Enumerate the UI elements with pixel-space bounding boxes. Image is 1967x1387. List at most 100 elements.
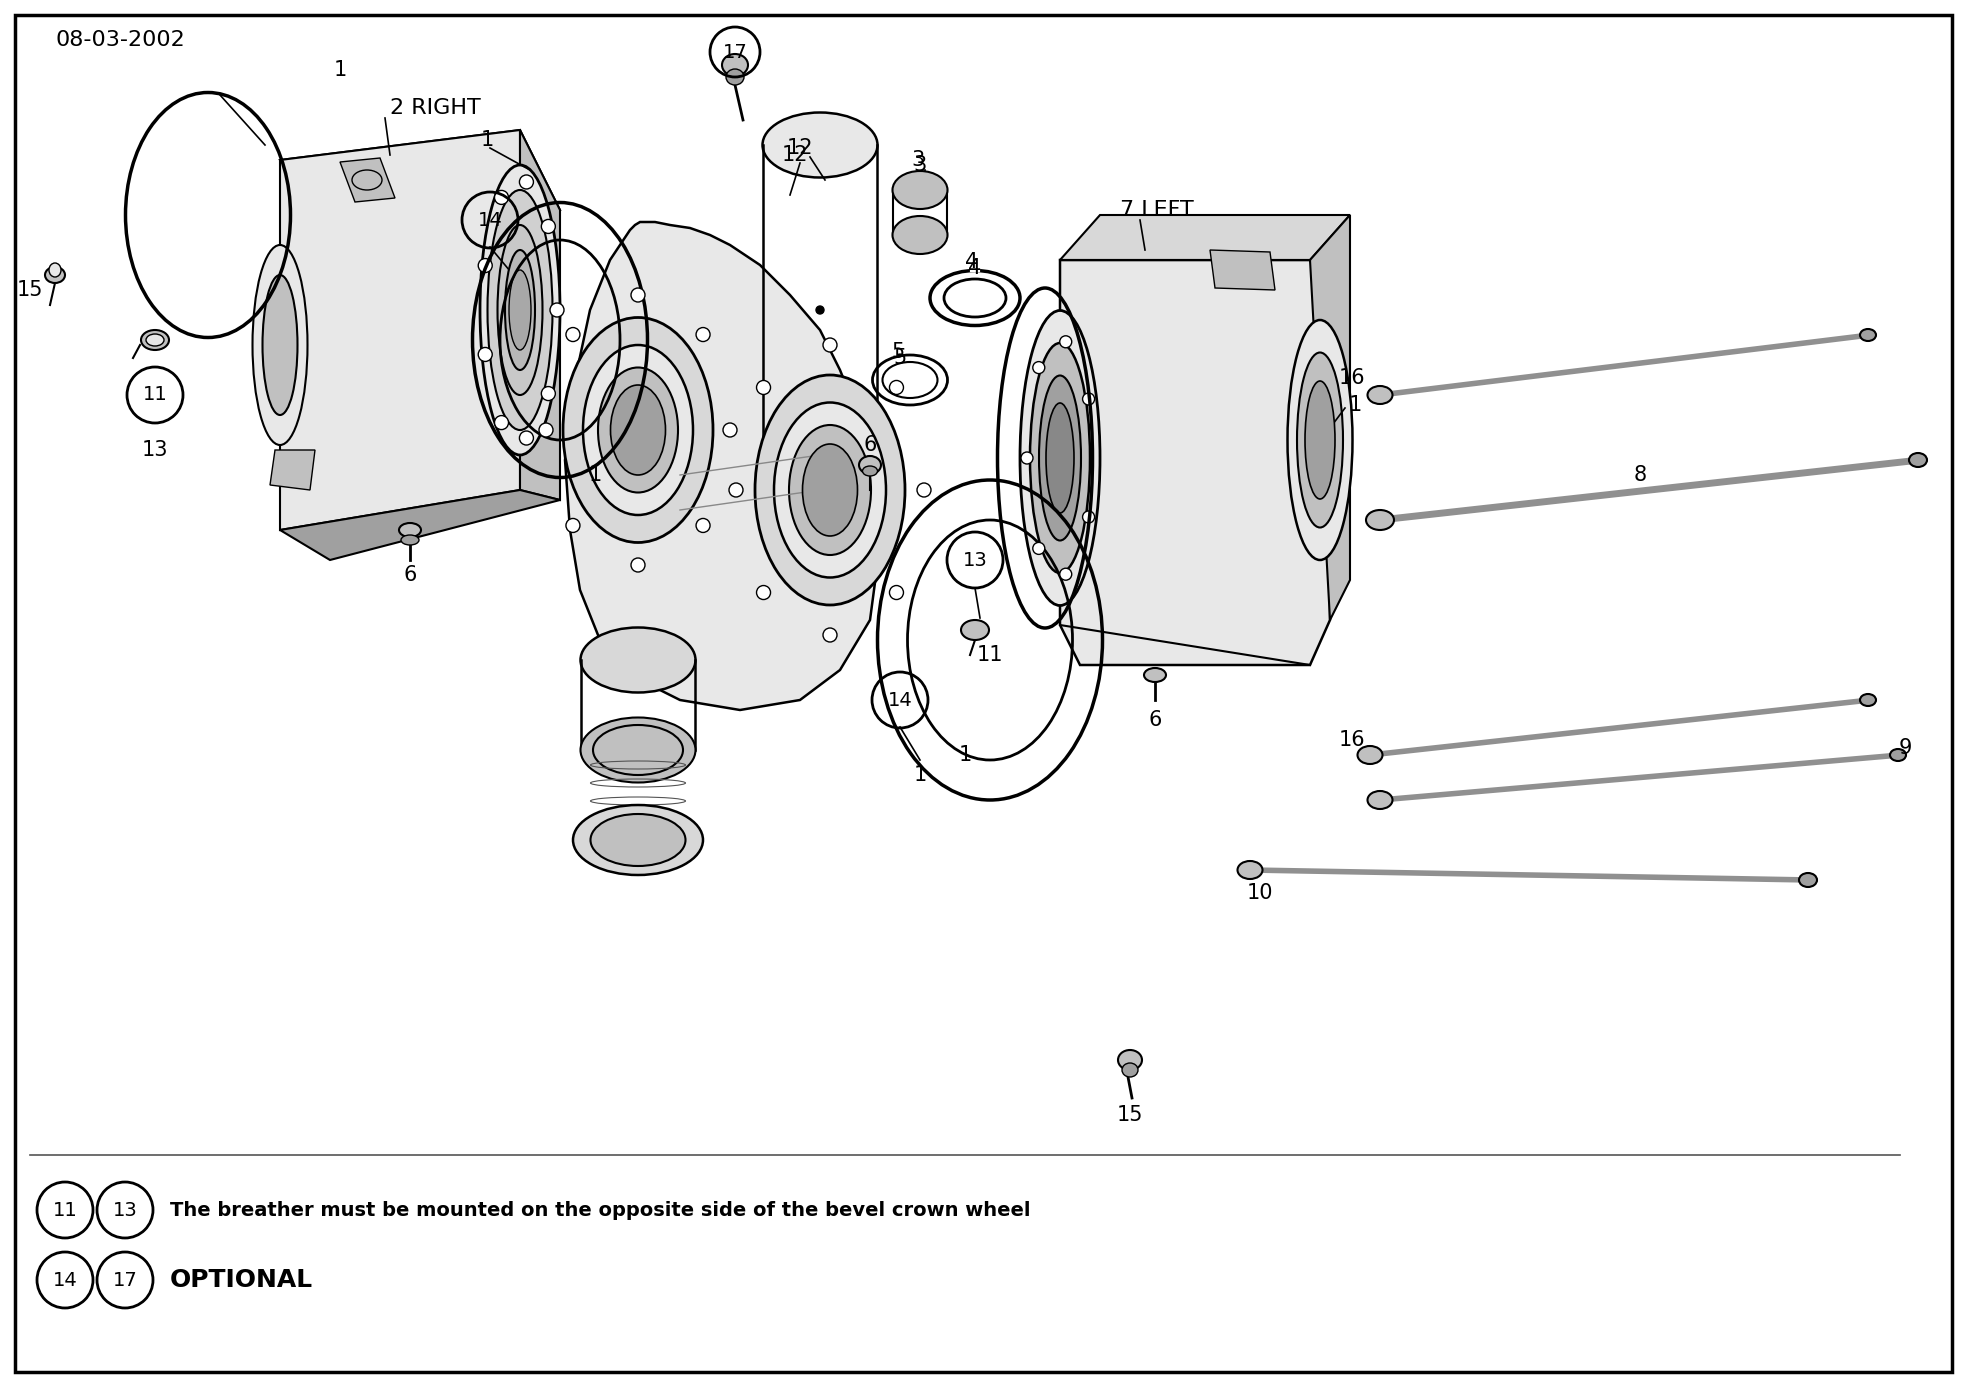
Text: 8: 8 — [1633, 465, 1646, 485]
Ellipse shape — [1910, 454, 1928, 467]
Text: 16: 16 — [1338, 368, 1365, 388]
Ellipse shape — [803, 444, 858, 535]
Circle shape — [566, 519, 580, 533]
Ellipse shape — [399, 523, 421, 537]
Ellipse shape — [755, 374, 905, 605]
Polygon shape — [279, 490, 561, 560]
Ellipse shape — [582, 345, 692, 515]
Ellipse shape — [480, 165, 561, 455]
Ellipse shape — [488, 190, 553, 430]
Text: 5: 5 — [893, 348, 907, 368]
Text: 6: 6 — [1149, 710, 1162, 730]
Ellipse shape — [1288, 320, 1353, 560]
Ellipse shape — [1890, 749, 1906, 761]
Ellipse shape — [722, 54, 747, 76]
Text: 14: 14 — [478, 211, 502, 229]
Circle shape — [1033, 362, 1044, 373]
Text: 6: 6 — [864, 436, 877, 455]
Ellipse shape — [1304, 381, 1336, 499]
Text: 3: 3 — [911, 150, 924, 171]
Circle shape — [730, 483, 744, 497]
Ellipse shape — [893, 171, 948, 209]
Ellipse shape — [789, 424, 871, 555]
Ellipse shape — [773, 402, 885, 577]
Circle shape — [494, 190, 509, 204]
Ellipse shape — [252, 245, 307, 445]
Ellipse shape — [1367, 386, 1393, 404]
Ellipse shape — [763, 112, 877, 178]
Ellipse shape — [142, 330, 169, 350]
Ellipse shape — [962, 620, 989, 639]
Ellipse shape — [1145, 669, 1166, 682]
Text: 11: 11 — [978, 645, 1003, 664]
Ellipse shape — [592, 725, 683, 775]
Text: 13: 13 — [142, 440, 169, 460]
Text: 17: 17 — [112, 1270, 138, 1290]
Ellipse shape — [262, 275, 297, 415]
Text: 15: 15 — [18, 280, 43, 300]
Ellipse shape — [352, 171, 382, 190]
Ellipse shape — [598, 368, 679, 492]
Ellipse shape — [1021, 311, 1100, 606]
Circle shape — [1033, 542, 1044, 555]
Ellipse shape — [45, 268, 65, 283]
Ellipse shape — [862, 466, 877, 476]
Text: 14: 14 — [887, 691, 913, 710]
Ellipse shape — [498, 225, 543, 395]
Polygon shape — [519, 130, 561, 499]
Ellipse shape — [1046, 404, 1074, 513]
Text: 11: 11 — [144, 386, 167, 405]
Ellipse shape — [1367, 791, 1393, 809]
Text: 1: 1 — [332, 60, 346, 80]
Circle shape — [519, 431, 533, 445]
Ellipse shape — [1237, 861, 1263, 879]
Text: OPTIONAL: OPTIONAL — [169, 1268, 313, 1293]
Circle shape — [696, 327, 710, 341]
Text: 3: 3 — [913, 155, 926, 175]
Circle shape — [1021, 452, 1033, 465]
Text: 13: 13 — [112, 1201, 138, 1219]
Ellipse shape — [1296, 352, 1343, 527]
Text: 4: 4 — [968, 258, 982, 277]
Ellipse shape — [572, 804, 702, 875]
Text: 2 RIGHT: 2 RIGHT — [389, 98, 480, 118]
Text: 12: 12 — [781, 146, 808, 165]
Text: 14: 14 — [53, 1270, 77, 1290]
Circle shape — [541, 387, 555, 401]
Circle shape — [631, 288, 645, 302]
Circle shape — [1060, 569, 1072, 580]
Circle shape — [566, 327, 580, 341]
Ellipse shape — [1039, 376, 1082, 541]
Ellipse shape — [49, 264, 61, 277]
Text: 1: 1 — [913, 766, 926, 785]
Ellipse shape — [1861, 694, 1877, 706]
Circle shape — [494, 416, 509, 430]
Circle shape — [917, 483, 930, 497]
Text: 17: 17 — [722, 43, 747, 61]
Circle shape — [478, 348, 492, 362]
Text: 4: 4 — [966, 252, 980, 272]
Text: 16: 16 — [1338, 730, 1365, 750]
Polygon shape — [1310, 215, 1349, 620]
Polygon shape — [340, 158, 395, 203]
Ellipse shape — [893, 216, 948, 254]
Ellipse shape — [1861, 329, 1877, 341]
Circle shape — [822, 338, 838, 352]
Text: 13: 13 — [962, 551, 987, 570]
Text: 12: 12 — [787, 137, 812, 158]
Ellipse shape — [401, 535, 419, 545]
Circle shape — [631, 558, 645, 571]
Ellipse shape — [1357, 746, 1383, 764]
Circle shape — [889, 585, 903, 599]
Text: 7 LEFT: 7 LEFT — [1119, 200, 1194, 221]
Ellipse shape — [1365, 510, 1395, 530]
Ellipse shape — [590, 814, 686, 865]
Text: 15: 15 — [1117, 1105, 1143, 1125]
Text: 1: 1 — [588, 465, 602, 485]
Circle shape — [541, 219, 555, 233]
Ellipse shape — [509, 270, 531, 350]
Circle shape — [1060, 336, 1072, 348]
Ellipse shape — [1121, 1062, 1139, 1076]
Ellipse shape — [1117, 1050, 1143, 1069]
Polygon shape — [279, 130, 561, 240]
